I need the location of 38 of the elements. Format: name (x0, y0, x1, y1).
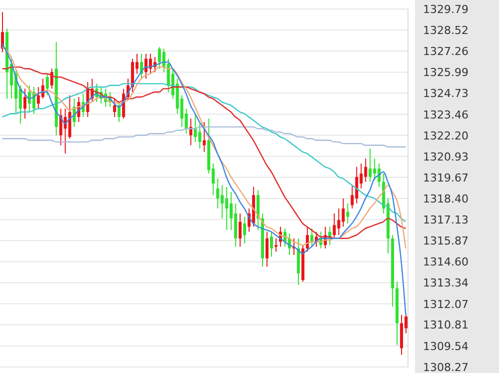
y-tick-label: 1315.87 (423, 234, 468, 248)
candlestick (46, 73, 49, 96)
candlestick (274, 238, 278, 252)
y-tick-label: 1308.27 (423, 361, 468, 373)
candlestick (23, 88, 26, 120)
y-tick-label: 1329.79 (423, 3, 468, 16)
candlestick (368, 148, 372, 182)
y-tick-label: 1322.20 (423, 129, 468, 142)
candlestick (113, 98, 116, 118)
y-tick-label: 1313.34 (423, 276, 468, 290)
y-tick-label: 1328.52 (423, 24, 468, 38)
candlestick (346, 202, 350, 224)
candlestick (256, 190, 260, 231)
candlestick (202, 121, 206, 152)
y-tick-label: 1327.26 (423, 45, 468, 58)
y-tick-label: 1312.07 (423, 298, 468, 311)
y-tick-label: 1310.81 (423, 318, 468, 332)
candlestick (50, 68, 54, 90)
candlestick (306, 226, 309, 252)
y-tick-label: 1309.54 (423, 340, 468, 353)
candlestick (266, 231, 269, 268)
candlestick (243, 216, 246, 244)
candlestick (189, 118, 192, 146)
candlestick (198, 123, 202, 150)
candlestick (216, 178, 220, 209)
y-tick-label: 1323.46 (423, 108, 468, 122)
y-tick-label: 1325.99 (423, 66, 468, 80)
candlestick (342, 198, 345, 228)
y-tick-label: 1317.13 (423, 214, 468, 227)
y-tick-label: 1318.40 (423, 192, 468, 206)
y-tick-label: 1324.73 (423, 87, 468, 100)
candlestick (270, 231, 274, 258)
candlestick (238, 212, 242, 248)
candlestick (337, 208, 340, 236)
y-tick-label: 1319.67 (423, 171, 468, 184)
candlestick (310, 228, 314, 248)
y-tick-label: 1314.60 (423, 256, 468, 269)
y-tick-label: 1320.93 (423, 150, 468, 164)
